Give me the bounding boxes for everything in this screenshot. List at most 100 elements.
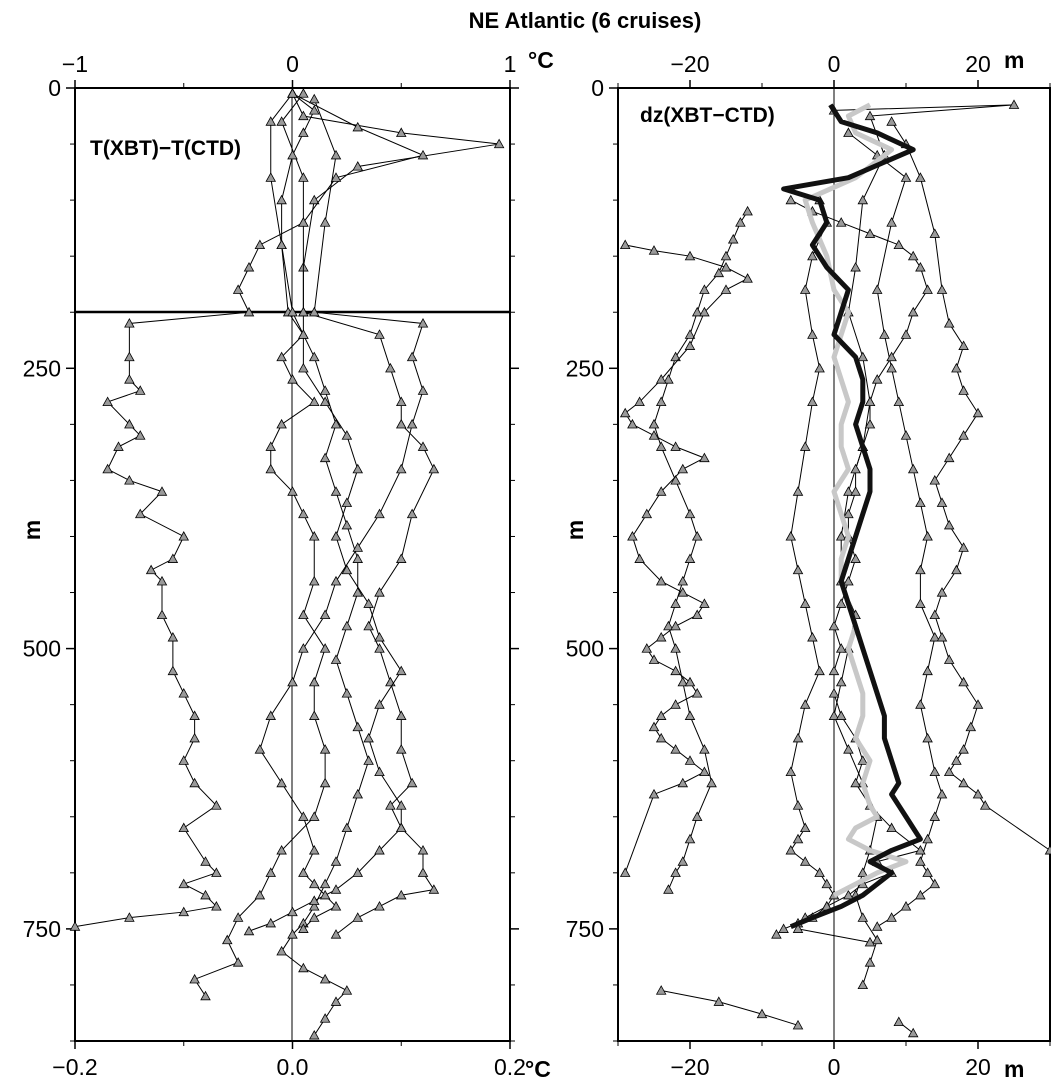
data-point-marker bbox=[756, 1008, 768, 1019]
data-point-marker bbox=[958, 542, 969, 552]
profile-line bbox=[193, 93, 326, 997]
top-unit-label: °C bbox=[528, 47, 554, 73]
data-point-marker bbox=[814, 665, 825, 676]
data-point-marker bbox=[835, 643, 847, 653]
data-point-marker bbox=[352, 553, 364, 563]
data-point-marker bbox=[265, 463, 277, 474]
data-point-marker bbox=[929, 228, 941, 238]
data-point-marker bbox=[699, 744, 710, 754]
data-point-marker bbox=[124, 418, 135, 429]
y-tick-label: 500 bbox=[23, 636, 61, 662]
data-point-marker bbox=[395, 800, 407, 810]
data-point-marker bbox=[792, 1019, 804, 1030]
profile-line bbox=[848, 132, 943, 928]
data-point-marker bbox=[189, 777, 200, 788]
y-tick-label: 250 bbox=[566, 355, 604, 381]
data-point-marker bbox=[374, 329, 385, 339]
profile-series-7 bbox=[655, 985, 804, 1030]
data-point-marker bbox=[124, 474, 135, 485]
data-point-marker bbox=[915, 598, 926, 608]
data-point-marker bbox=[720, 261, 732, 272]
data-point-marker bbox=[958, 676, 969, 687]
data-point-marker bbox=[735, 217, 746, 227]
data-point-marker bbox=[972, 788, 984, 799]
data-point-marker bbox=[727, 233, 739, 244]
data-point-marker bbox=[677, 575, 689, 586]
data-point-marker bbox=[893, 396, 905, 407]
data-point-marker bbox=[374, 508, 385, 519]
profile-line bbox=[653, 211, 749, 890]
bottom-unit-label: m bbox=[1004, 1056, 1024, 1082]
data-point-marker bbox=[799, 822, 811, 833]
data-point-marker bbox=[893, 239, 905, 250]
data-point-marker bbox=[211, 901, 222, 911]
data-point-marker bbox=[319, 889, 331, 900]
data-point-marker bbox=[1008, 99, 1020, 109]
data-point-marker bbox=[641, 508, 653, 519]
profile-series-0 bbox=[828, 99, 1020, 990]
data-point-marker bbox=[807, 631, 818, 642]
data-point-marker bbox=[922, 531, 933, 541]
data-point-marker bbox=[886, 822, 897, 833]
data-point-marker bbox=[352, 121, 364, 132]
data-point-marker bbox=[857, 755, 869, 765]
top-x-tick-label: 0 bbox=[286, 51, 299, 77]
data-point-marker bbox=[648, 788, 660, 799]
data-point-marker bbox=[699, 452, 710, 463]
data-point-marker bbox=[232, 912, 244, 922]
profile-line bbox=[270, 93, 370, 1036]
data-point-marker bbox=[713, 996, 725, 1006]
data-point-marker bbox=[363, 620, 374, 631]
data-point-marker bbox=[69, 921, 81, 931]
data-point-marker bbox=[699, 284, 710, 294]
data-point-marker bbox=[341, 564, 353, 575]
data-point-marker bbox=[330, 929, 342, 939]
data-point-marker bbox=[319, 1013, 331, 1023]
data-point-marker bbox=[670, 867, 681, 877]
profile-series-3 bbox=[265, 88, 374, 1040]
data-point-marker bbox=[799, 441, 811, 451]
data-point-marker bbox=[778, 923, 789, 933]
data-point-marker bbox=[243, 306, 255, 317]
data-point-marker bbox=[814, 867, 825, 877]
data-point-marker bbox=[619, 239, 631, 250]
data-point-marker bbox=[951, 362, 962, 373]
data-point-marker bbox=[319, 217, 331, 227]
data-point-marker bbox=[319, 452, 331, 463]
data-point-marker bbox=[691, 609, 703, 620]
data-point-marker bbox=[428, 884, 440, 894]
data-point-marker bbox=[943, 318, 955, 328]
data-point-marker bbox=[655, 374, 667, 384]
data-point-marker bbox=[178, 531, 190, 541]
data-point-marker bbox=[663, 374, 674, 384]
data-point-marker bbox=[352, 587, 364, 597]
data-point-marker bbox=[850, 486, 861, 496]
data-point-marker bbox=[828, 665, 840, 676]
data-point-marker bbox=[965, 721, 977, 732]
data-point-marker bbox=[308, 710, 320, 720]
data-point-marker bbox=[720, 284, 732, 294]
data-point-marker bbox=[915, 856, 926, 866]
data-point-marker bbox=[663, 884, 674, 894]
data-point-marker bbox=[684, 508, 696, 519]
data-point-marker bbox=[915, 699, 926, 709]
profile-line bbox=[797, 928, 871, 943]
data-point-marker bbox=[287, 149, 298, 160]
profile-series-8 bbox=[792, 923, 876, 947]
data-point-marker bbox=[871, 374, 883, 384]
data-point-marker bbox=[298, 127, 309, 137]
data-point-marker bbox=[167, 665, 179, 676]
data-point-marker bbox=[691, 811, 703, 821]
data-point-marker bbox=[929, 631, 941, 642]
data-point-marker bbox=[265, 867, 277, 877]
data-point-marker bbox=[972, 407, 984, 418]
data-point-marker bbox=[922, 833, 933, 844]
data-point-marker bbox=[308, 575, 320, 586]
data-point-marker bbox=[330, 901, 342, 911]
data-point-marker bbox=[792, 833, 804, 844]
data-point-marker bbox=[363, 598, 374, 608]
data-point-marker bbox=[330, 575, 342, 586]
data-point-marker bbox=[319, 744, 331, 754]
data-point-marker bbox=[298, 962, 309, 973]
